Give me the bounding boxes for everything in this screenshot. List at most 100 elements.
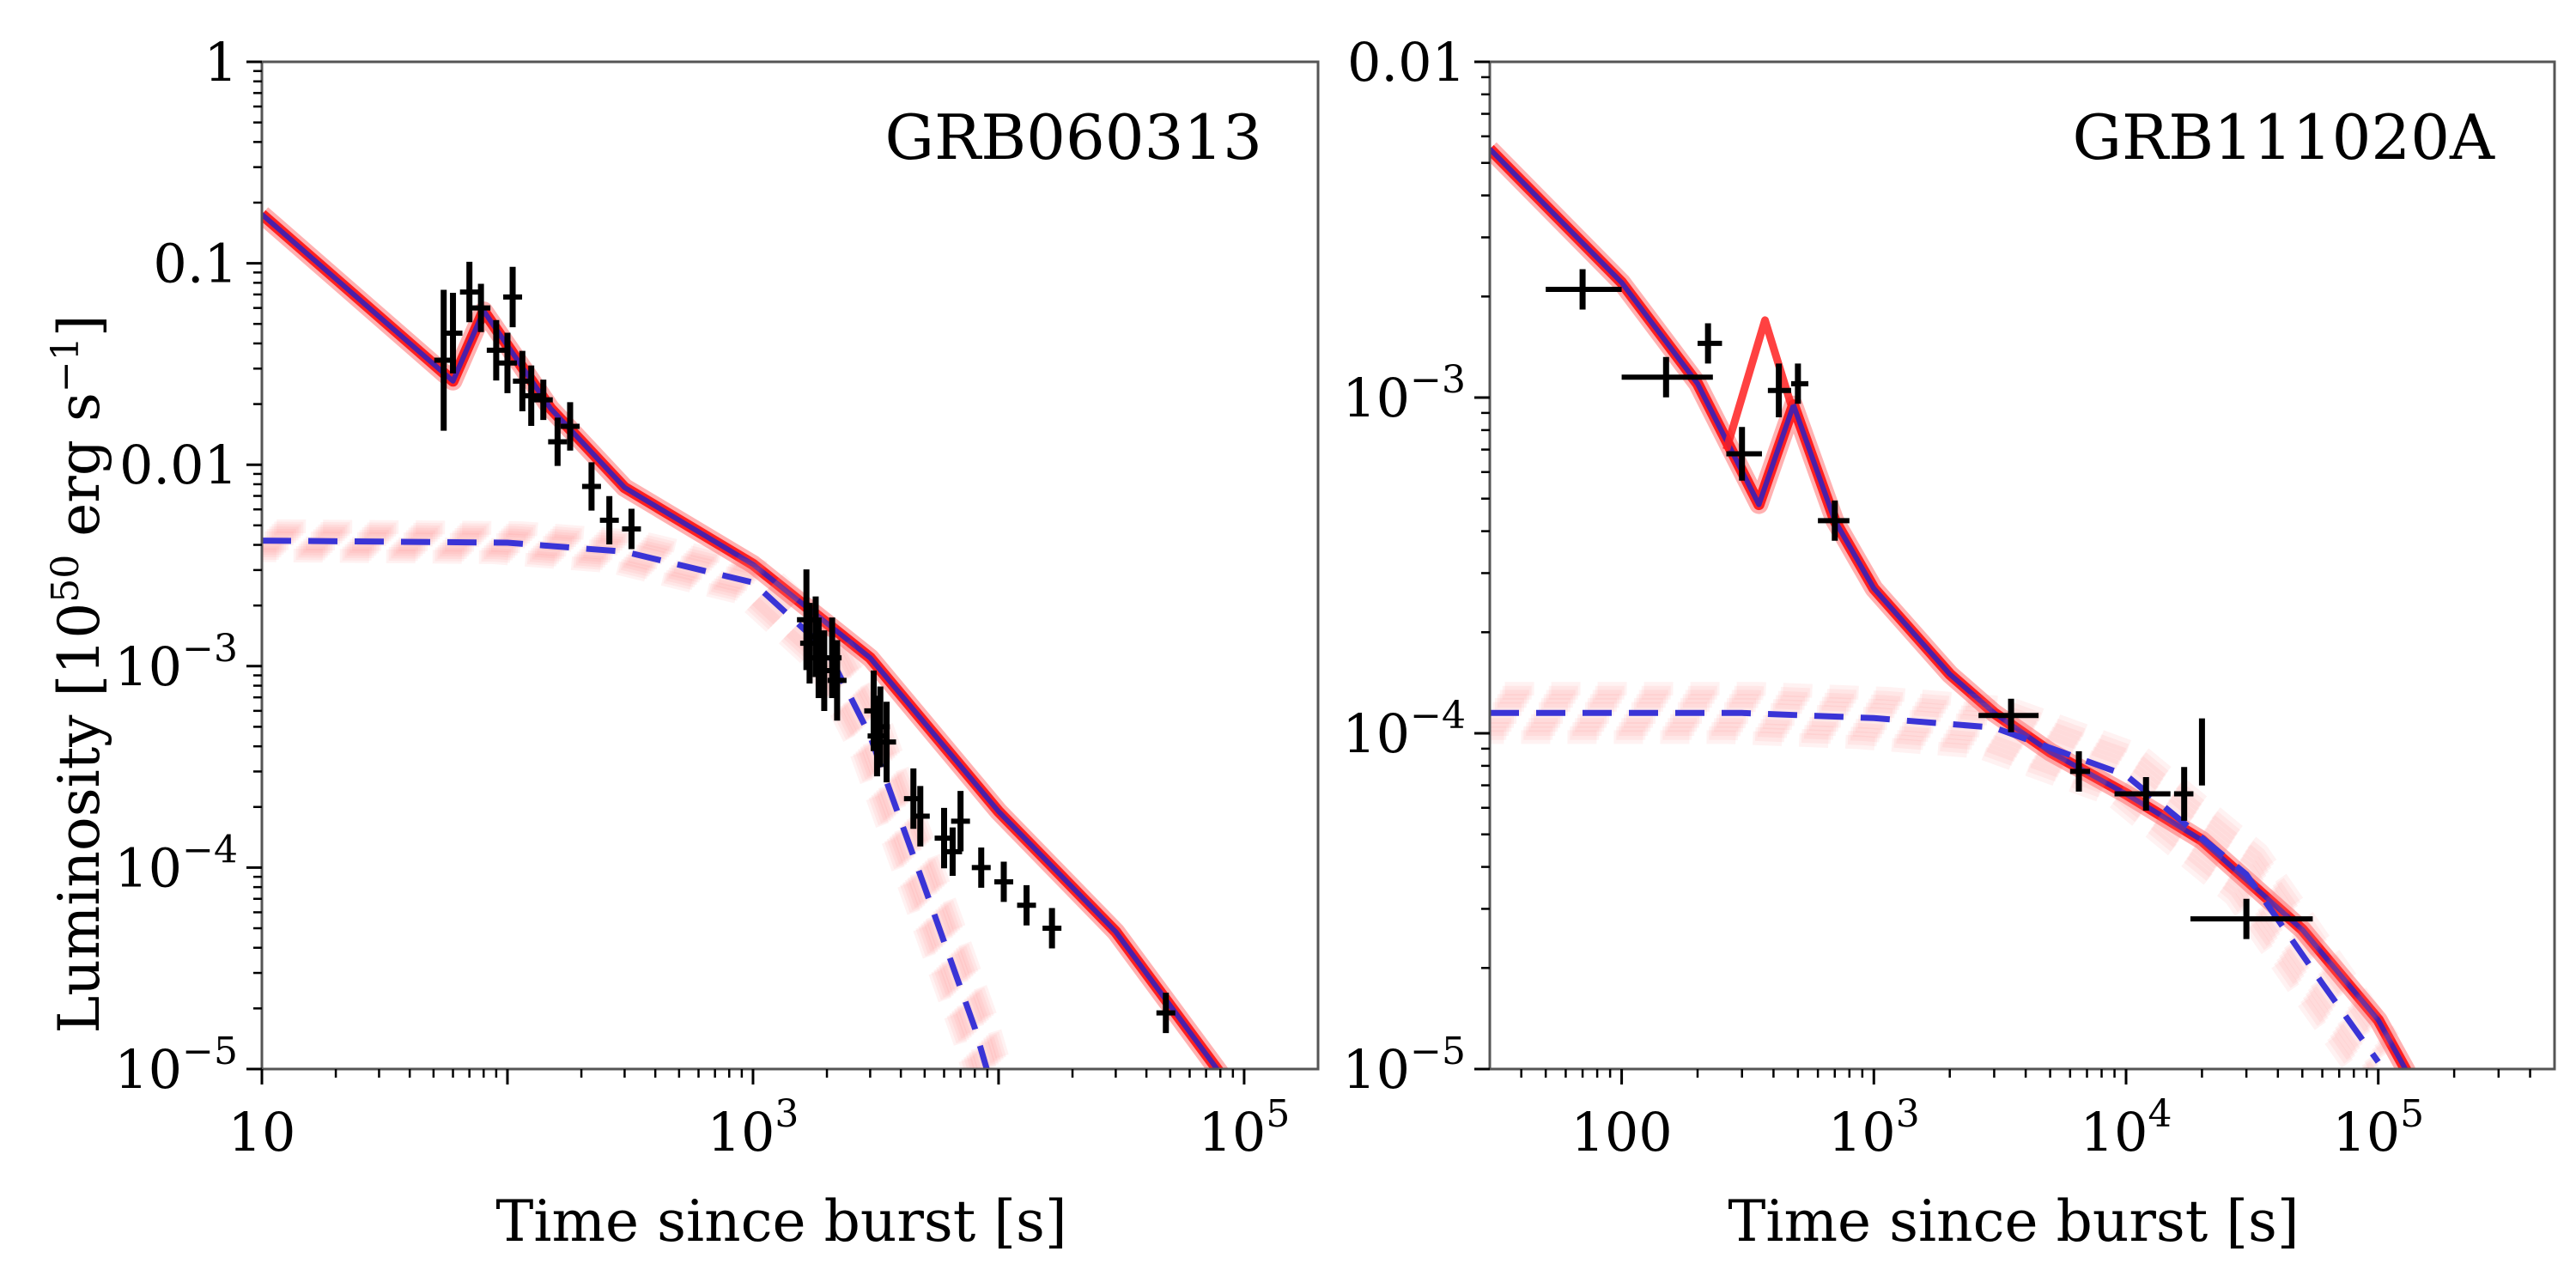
series-total-model-right [1490,142,2415,1069]
y-tick-label: 10−3 [114,627,238,698]
plateau-band-line [1504,682,2399,1042]
plateau-band-line [262,541,985,1069]
plateau-band-line [274,521,1006,1061]
data-point [497,332,517,393]
plot-area-right [1490,142,2415,1069]
data-point [910,786,930,847]
data-point [1726,427,1762,481]
data-point [581,462,601,511]
plateau-band-line [1492,702,2387,1062]
panel-title-left: GRB060313 [885,101,1263,173]
data-point [2069,750,2091,792]
data-point [993,861,1013,902]
data-point [1546,269,1622,310]
y-tick-label: 10−4 [1342,694,1466,765]
y-tick-label: 1 [204,31,238,94]
model-line [1490,147,2409,1069]
data-point [521,365,541,427]
plateau-band-line [1490,714,2379,1069]
data-point [1621,356,1713,398]
y-tick-label: 0.01 [119,434,238,496]
data-point [622,508,641,550]
plateau-band-line [262,548,975,1069]
data-point [1767,363,1791,417]
model-spike-right [1722,316,1795,451]
plot-area-left [262,207,1229,1069]
data-point [459,261,479,323]
y-tick-label: 0.01 [1347,31,1466,94]
observations-right [1546,269,2313,939]
data-point [2114,777,2171,811]
data-point [503,266,523,328]
axes-left: 10 103 105 1 0.1 0.01 10−3 10−4 10−5 [114,31,1320,1163]
plateau-band-line [276,519,1009,1059]
data-point [1156,993,1176,1034]
series-plateau-component-left [262,519,1009,1069]
x-axis-label-right: Time since burst [s] [1728,1188,2299,1255]
plateau-band-line [1490,710,2382,1069]
plateau-band-line [262,543,981,1069]
plateau-band-line [269,526,1002,1066]
x-tick-label: 103 [708,1092,799,1163]
x-tick-label: 10 [228,1101,296,1163]
x-tick-label: 105 [2332,1092,2424,1163]
data-point [971,847,991,888]
plateau-band-line [266,529,999,1068]
data-point [951,791,970,852]
series-plateau-component-right [1490,682,2399,1069]
model-line [262,212,1221,1069]
x-tick-label: 103 [1828,1092,1920,1163]
data-point [533,380,553,421]
data-point [867,696,887,777]
data-point [1017,884,1036,926]
y-tick-label: 10−5 [114,1030,238,1101]
x-tick-label: 100 [1571,1101,1672,1163]
data-point [2198,718,2205,786]
x-axis-label-left: Time since burst [s] [495,1188,1066,1255]
plateau-band-line [1499,690,2395,1050]
plateau-band-line [1490,730,2360,1069]
plateau-band-line [1490,718,2376,1069]
panel-title-right: GRB111020A [2073,101,2495,173]
data-point [1818,500,1850,541]
data-point [1697,323,1722,364]
axes-frame [1488,60,2556,1071]
x-tick-label: 104 [2081,1092,2172,1163]
data-point [1790,363,1809,404]
data-point [443,293,463,374]
plateau-band-line [262,545,979,1069]
data-point [2173,767,2194,821]
axes-right: 100 103 104 105 0.01 10−3 10−4 10−5 [1342,31,2556,1163]
data-point [486,319,506,381]
series-total-model-left [262,207,1229,1069]
plateau-line [262,538,990,1069]
plateau-band-line [271,524,1004,1064]
y-tick-label: 10−4 [114,828,238,899]
data-point [877,702,896,783]
plateau-band-line [1490,726,2366,1069]
plateau-band-line [1494,697,2390,1058]
data-point [1978,698,2039,732]
observations-left [434,261,1176,1034]
data-point [560,402,580,451]
plateau-band-line [1502,685,2397,1046]
panel-grb060313: 10 103 105 1 0.1 0.01 10−3 10−4 10−5 GRB060313 T… [44,31,1320,1255]
data-point [471,283,491,332]
data-point [2190,898,2313,939]
x-tick-label: 105 [1198,1092,1290,1163]
data-point [599,495,619,545]
data-point [943,827,963,876]
plateau-line [1490,709,2381,1064]
y-tick-label: 0.1 [153,233,238,295]
data-point [827,640,847,721]
y-axis-label-left: Luminosity [1050 erg s−1] [44,314,112,1033]
plateau-band-line [1497,694,2392,1054]
y-tick-label: 10−5 [1342,1030,1466,1101]
data-point [1042,908,1062,949]
axes-frame [260,60,1320,1071]
data-point [548,417,568,466]
plateau-band-line [1490,722,2371,1069]
plateau-band-line [262,538,988,1069]
